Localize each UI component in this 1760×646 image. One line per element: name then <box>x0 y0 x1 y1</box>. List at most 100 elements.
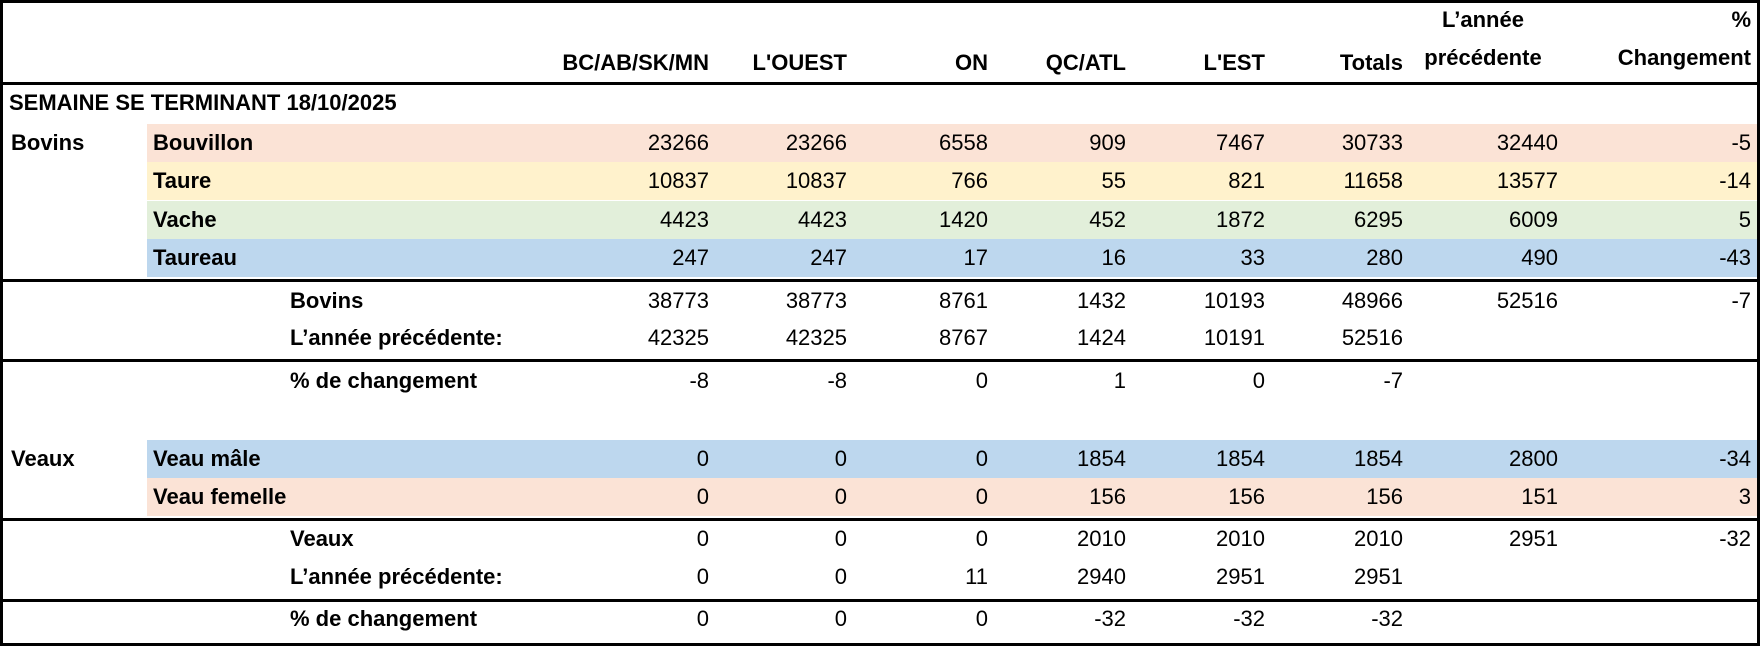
cell-value: 11658 <box>1343 168 1403 193</box>
change-value: -8 <box>689 368 709 393</box>
previous-value: 8767 <box>939 325 988 350</box>
group-label: Bovins <box>11 130 85 155</box>
cell-value: 16 <box>1101 245 1126 270</box>
cell-value: 1854 <box>1354 446 1403 471</box>
previous-value: 10191 <box>1203 325 1265 350</box>
cell-value: 0 <box>975 446 988 471</box>
previous-value: 42325 <box>785 325 847 350</box>
row-rule <box>3 518 1757 521</box>
change-label: % de changement <box>290 606 478 631</box>
week-title: SEMAINE SE TERMINANT 18/10/2025 <box>9 90 397 115</box>
row-rule <box>3 279 1757 282</box>
cell-value: 10837 <box>647 168 709 193</box>
cell-value: -14 <box>1719 168 1751 193</box>
row-band <box>147 201 1757 239</box>
row-label: Vache <box>153 207 217 232</box>
change-value: -32 <box>1094 606 1126 631</box>
change-value: -32 <box>1371 606 1403 631</box>
change-value: 0 <box>1252 368 1265 393</box>
cell-value: 10837 <box>785 168 847 193</box>
column-header: QC/ATL <box>1045 50 1126 75</box>
cell-value: 0 <box>975 484 988 509</box>
cell-value: 4423 <box>660 207 709 232</box>
cell-value: 55 <box>1101 168 1126 193</box>
cell-value: 0 <box>696 484 709 509</box>
cell-value: 6295 <box>1354 207 1403 232</box>
total-value: 10193 <box>1203 288 1265 313</box>
row-rule <box>3 359 1757 362</box>
change-value: 0 <box>975 606 988 631</box>
total-value: 48966 <box>1341 288 1403 313</box>
cell-value: 247 <box>810 245 847 270</box>
change-value: -32 <box>1233 606 1265 631</box>
total-value: 0 <box>696 526 709 551</box>
previous-value: 42325 <box>647 325 709 350</box>
previous-value: 2940 <box>1077 564 1126 589</box>
cell-value: 6558 <box>939 130 988 155</box>
cell-value: 17 <box>963 245 988 270</box>
cell-value: 1854 <box>1077 446 1126 471</box>
group-label: Veaux <box>11 446 75 471</box>
total-value: 38773 <box>647 288 709 313</box>
change-value: 0 <box>834 606 847 631</box>
cell-value: 32440 <box>1496 130 1558 155</box>
cell-value: 1854 <box>1216 446 1265 471</box>
cell-value: 1420 <box>939 207 988 232</box>
cell-value: 156 <box>1089 484 1126 509</box>
total-value: 2010 <box>1354 526 1403 551</box>
cell-value: -5 <box>1731 130 1751 155</box>
row-rule <box>3 82 1757 85</box>
change-value: 0 <box>696 606 709 631</box>
row-band <box>147 440 1757 478</box>
cell-value: 766 <box>951 168 988 193</box>
cell-value: 247 <box>672 245 709 270</box>
column-header: ON <box>955 50 988 75</box>
row-label: Taureau <box>153 245 237 270</box>
column-header: BC/AB/SK/MN <box>562 50 709 75</box>
total-value: 2010 <box>1216 526 1265 551</box>
row-label: Veau femelle <box>153 484 287 509</box>
cell-value: 5 <box>1738 207 1751 232</box>
total-value: 52516 <box>1496 288 1558 313</box>
cell-value: 0 <box>696 446 709 471</box>
previous-label: L’année précédente: <box>290 564 503 589</box>
cell-value: 0 <box>834 446 847 471</box>
cell-value: 30733 <box>1341 130 1403 155</box>
previous-value: 0 <box>696 564 709 589</box>
cell-value: 821 <box>1228 168 1265 193</box>
cell-value: 33 <box>1240 245 1265 270</box>
total-value: 1432 <box>1077 288 1126 313</box>
row-band <box>147 239 1757 277</box>
previous-value: 1424 <box>1077 325 1126 350</box>
total-value: 0 <box>975 526 988 551</box>
cell-value: 6009 <box>1509 207 1558 232</box>
cell-value: 23266 <box>785 130 847 155</box>
cell-value: 151 <box>1521 484 1558 509</box>
previous-value: 11 <box>965 564 988 589</box>
cell-value: 1872 <box>1216 207 1265 232</box>
cell-value: 490 <box>1521 245 1558 270</box>
previous-value: 2951 <box>1354 564 1403 589</box>
column-header: L'EST <box>1203 50 1265 75</box>
change-value: 1 <box>1113 368 1126 393</box>
cell-value: 23266 <box>647 130 709 155</box>
change-value: -7 <box>1383 368 1403 393</box>
change-value: -8 <box>827 368 847 393</box>
cell-value: -43 <box>1719 245 1751 270</box>
column-header: L’année précédente <box>1424 7 1542 70</box>
total-value: 0 <box>834 526 847 551</box>
previous-value: 2951 <box>1216 564 1265 589</box>
previous-value: 0 <box>834 564 847 589</box>
change-value: 0 <box>975 368 988 393</box>
cell-value: 13577 <box>1496 168 1558 193</box>
cell-value: 2800 <box>1509 446 1558 471</box>
row-label: Taure <box>153 168 212 193</box>
total-value: 8761 <box>939 288 988 313</box>
column-header: L'OUEST <box>752 50 847 75</box>
cell-value: -34 <box>1719 446 1751 471</box>
previous-label: L’année précédente: <box>290 325 503 350</box>
cell-value: 7467 <box>1216 130 1265 155</box>
row-label: Veau mâle <box>153 446 261 471</box>
total-label: Veaux <box>290 526 354 551</box>
